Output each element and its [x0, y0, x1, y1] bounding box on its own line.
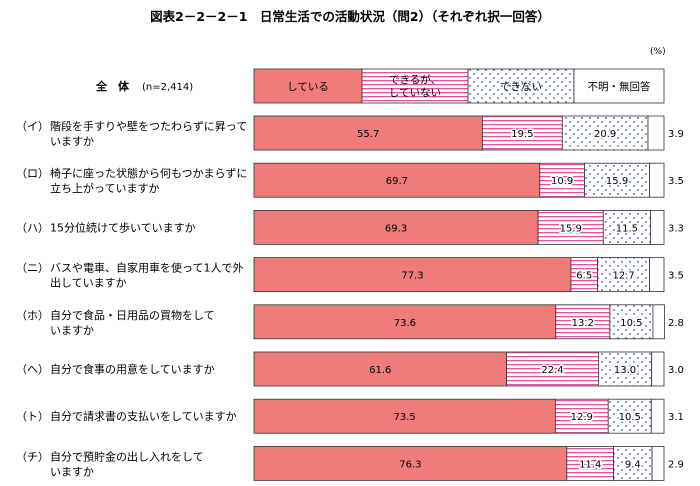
data-label: 3.0	[668, 365, 684, 376]
data-label: 13.0	[614, 365, 636, 376]
total-label: 全 体	[95, 79, 130, 93]
bar-segment	[651, 445, 665, 481]
data-label: 77.3	[401, 271, 423, 282]
category-prefix: （ハ）	[16, 221, 49, 234]
bar-segment	[649, 162, 665, 198]
category-prefix: （ト）	[16, 410, 49, 423]
legend-label: していない	[389, 87, 441, 99]
legend-swatch	[467, 68, 575, 104]
bar-segment	[584, 162, 651, 198]
category-label: 15分位続けて歩いていますか	[50, 220, 196, 234]
bar-segment	[253, 304, 557, 340]
category-label: 自分で食品・日用品の買物をして	[50, 308, 215, 322]
legend-label: 不明・無回答	[588, 80, 651, 93]
data-label: 61.6	[369, 365, 391, 376]
data-label: 10.5	[620, 318, 642, 329]
data-label: 73.5	[394, 412, 416, 423]
category-label: 椅子に座った状態から何もつかまらずに	[50, 166, 247, 180]
data-label: 22.4	[541, 365, 563, 376]
data-label: 2.8	[668, 318, 684, 329]
bar-segment	[555, 304, 611, 340]
bar-segment	[253, 445, 568, 481]
legend-swatch	[361, 68, 469, 104]
bar-segment	[598, 351, 653, 387]
bar-segment	[253, 398, 556, 434]
category-label: バスや電車、自家用車を使って1人で外	[50, 261, 243, 275]
legend-label: できるが、	[389, 73, 441, 86]
total-n-label: (n=2,414)	[142, 82, 193, 93]
data-label: 19.5	[511, 129, 533, 140]
bar-segment	[652, 304, 665, 340]
data-label: 55.7	[357, 129, 379, 140]
legend-swatch	[253, 68, 363, 104]
category-label-line2: いますか	[50, 135, 94, 148]
category-label-line2: 出していますか	[50, 276, 127, 290]
bar-segment	[253, 351, 507, 387]
bar-segment	[566, 445, 614, 481]
legend-label: できない	[500, 81, 542, 93]
data-label: 69.3	[385, 223, 407, 234]
data-label: 2.9	[668, 459, 684, 470]
chart-title: 図表2－2－2－1 日常生活での活動状況（問2）（それぞれ択一回答）	[150, 9, 550, 24]
data-label: 15.9	[606, 176, 628, 187]
legend-swatch	[573, 68, 665, 104]
data-label: 69.7	[386, 176, 408, 187]
bar-segment	[561, 115, 649, 151]
category-label: 自分で預貯金の出し入れをして	[50, 449, 204, 463]
category-label-line2: いますか	[50, 324, 94, 337]
data-label: 6.5	[576, 271, 592, 282]
bar-segment	[481, 115, 563, 151]
category-label: 階段を手すりや壁をつたわらずに昇って	[50, 119, 247, 133]
data-label: 3.5	[668, 271, 684, 282]
data-label: 3.5	[668, 176, 684, 187]
category-label-line2: いますか	[50, 465, 94, 478]
data-label: 11.5	[616, 223, 638, 234]
category-label: 自分で請求書の支払いをしていますか	[50, 409, 237, 423]
data-label: 73.6	[394, 318, 416, 329]
category-prefix: （チ）	[16, 450, 49, 463]
unit-label: (%)	[650, 47, 666, 57]
bar-segment	[537, 209, 604, 245]
data-label: 12.9	[571, 412, 593, 423]
category-prefix: （ニ）	[16, 262, 49, 275]
bar-segment	[554, 398, 609, 434]
bar-segment	[649, 257, 665, 293]
data-label: 3.3	[668, 223, 684, 234]
bar-segment	[539, 162, 585, 198]
data-label: 3.9	[668, 129, 684, 140]
bar-segment	[253, 257, 572, 293]
bar-segment	[650, 398, 665, 434]
data-label: 12.7	[612, 271, 634, 282]
category-prefix: （ロ）	[16, 167, 49, 180]
data-label: 10.9	[551, 176, 573, 187]
data-label: 15.9	[560, 223, 582, 234]
bar-segment	[506, 351, 599, 387]
data-label: 3.1	[668, 412, 684, 423]
data-label: 76.3	[399, 459, 421, 470]
data-label: 11.4	[579, 459, 601, 470]
bar-segment	[570, 257, 598, 293]
category-label-line2: 立ち上がっていますか	[50, 181, 159, 195]
bar-segment	[651, 351, 665, 387]
bar-segment	[253, 162, 541, 198]
data-label: 20.9	[594, 129, 616, 140]
bar-segment	[647, 115, 665, 151]
data-label: 10.5	[619, 412, 641, 423]
legend-label: している	[287, 81, 329, 93]
category-prefix: （ホ）	[16, 309, 49, 322]
data-label: 13.2	[572, 318, 594, 329]
category-label: 自分で食事の用意をしていますか	[50, 362, 215, 376]
data-label: 9.4	[625, 459, 641, 470]
bar-segment	[253, 209, 539, 245]
bar-segment	[597, 257, 651, 293]
bar-segment	[650, 209, 665, 245]
category-prefix: （ヘ）	[16, 363, 49, 376]
category-prefix: （イ）	[16, 120, 49, 133]
